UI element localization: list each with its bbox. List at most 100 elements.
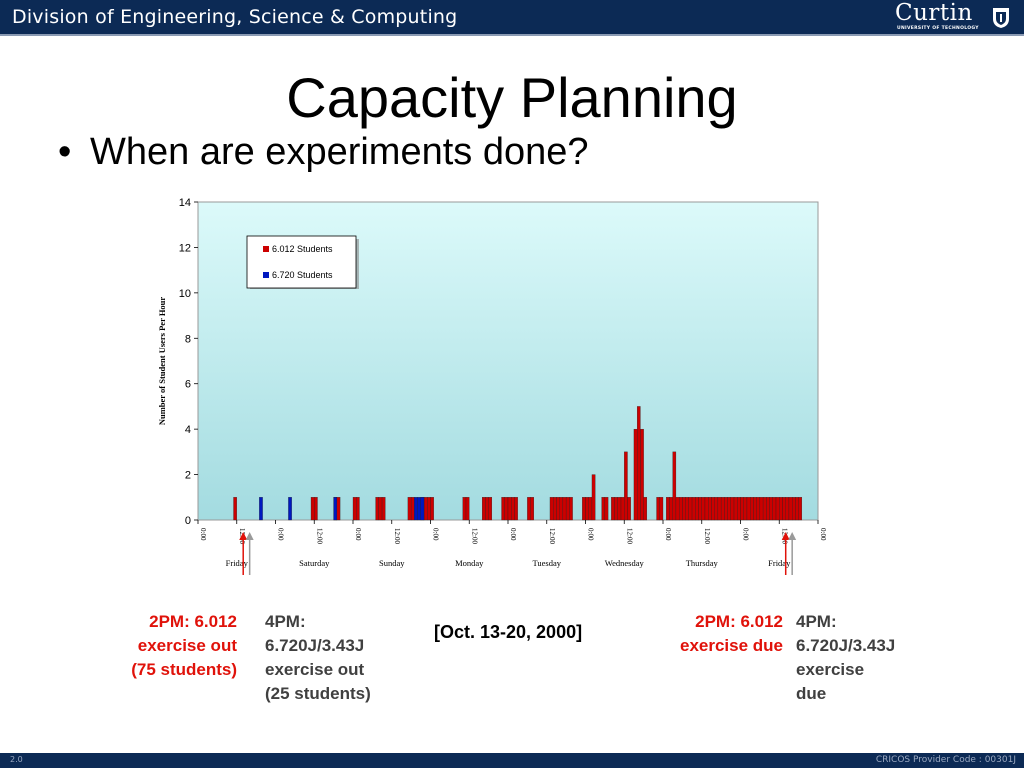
- bar: [672, 451, 677, 521]
- bar: [527, 497, 531, 521]
- annotation-line: due: [796, 684, 827, 703]
- bar: [724, 497, 728, 521]
- bar: [788, 497, 793, 521]
- bar: [659, 497, 664, 521]
- legend-6012: 6.012 Students: [272, 244, 333, 254]
- bar: [730, 497, 735, 521]
- bar: [792, 497, 796, 521]
- bar: [375, 497, 379, 521]
- bar: [775, 497, 780, 521]
- bar: [611, 497, 615, 521]
- bar: [410, 497, 415, 521]
- bar: [604, 497, 609, 521]
- bars-group: [233, 406, 803, 521]
- event-marker-arrow: [239, 532, 248, 540]
- y-tick-label: 12: [179, 242, 191, 254]
- bar: [695, 497, 699, 521]
- annotation-line: exercise out: [137, 636, 237, 655]
- bar: [656, 497, 660, 521]
- bar: [507, 497, 512, 521]
- x-tick-label: 0:00: [432, 528, 440, 541]
- bar: [714, 497, 719, 521]
- bar: [378, 497, 383, 521]
- bar: [704, 497, 709, 521]
- annotation-line: 6.720J/3.43J: [265, 636, 365, 655]
- bar: [430, 497, 434, 521]
- bar: [743, 497, 748, 521]
- cricos-code: CRICOS Provider Code : 00301J: [875, 755, 1016, 765]
- bar: [501, 497, 505, 521]
- bar: [504, 497, 509, 521]
- annotation-6720-out: 4PM: 6.720J/3.43J exercise out (25 stude…: [265, 610, 405, 706]
- bar: [485, 497, 489, 521]
- bar: [701, 497, 706, 521]
- event-marker-arrow: [245, 532, 254, 540]
- bar: [698, 497, 702, 521]
- annotation-line: exercise: [796, 660, 865, 679]
- bar: [717, 497, 722, 521]
- bar: [782, 497, 786, 521]
- date-range-label: [Oct. 13-20, 2000]: [434, 622, 583, 642]
- bar: [750, 497, 754, 521]
- bar: [675, 497, 680, 521]
- bar: [465, 497, 470, 521]
- bar: [624, 451, 628, 521]
- bar: [779, 497, 783, 521]
- bar: [559, 497, 564, 521]
- day-label: Sunday: [379, 558, 405, 568]
- bar: [643, 497, 648, 521]
- day-label: Tuesday: [533, 558, 562, 568]
- x-tick-label: 0:00: [664, 528, 672, 541]
- annotation-line: 2PM: 6.012: [695, 612, 783, 631]
- bar: [381, 497, 386, 521]
- bar: [688, 497, 693, 521]
- bar: [588, 497, 593, 521]
- bar: [414, 497, 418, 521]
- bar: [333, 497, 338, 521]
- division-title: Division of Engineering, Science & Compu…: [12, 6, 458, 28]
- bar: [733, 497, 738, 521]
- y-tick-label: 8: [185, 333, 191, 345]
- usage-chart: 0 2 4 6 8 10 12 14 0:00 12:00 0:00 12:00 0:00 12:00 0:…: [157, 197, 827, 575]
- x-tick-label: 12:00: [548, 528, 556, 544]
- day-label: Friday: [768, 558, 791, 568]
- bar: [582, 497, 586, 521]
- x-tick-label: 12:00: [470, 528, 478, 544]
- annotation-line: exercise due: [679, 636, 783, 655]
- bar: [556, 497, 560, 521]
- y-tick-label: 14: [179, 197, 191, 209]
- y-tick-label: 6: [185, 379, 191, 391]
- bar: [795, 497, 799, 521]
- bullet-text: When are experiments done?: [90, 131, 589, 173]
- logo-name: Curtin: [895, 0, 973, 26]
- y-tick-label: 10: [179, 288, 191, 300]
- x-tick-label: 0:00: [354, 528, 362, 541]
- x-tick-label: 0:00: [199, 528, 207, 541]
- bar: [423, 497, 428, 521]
- slide-title: Capacity Planning: [286, 66, 738, 129]
- x-tick-label: 0:00: [819, 528, 827, 541]
- x-tick-label: 0:00: [277, 528, 285, 541]
- bar: [691, 497, 696, 521]
- bar: [785, 497, 790, 521]
- bar: [259, 497, 263, 521]
- bar: [762, 497, 767, 521]
- bar: [601, 497, 606, 521]
- legend-6720: 6.720 Students: [272, 270, 333, 280]
- bar: [669, 497, 673, 521]
- bar: [640, 428, 644, 521]
- slide-number: 2.0: [10, 755, 23, 764]
- y-tick-label: 4: [185, 424, 191, 436]
- footer-bar: 2.0 CRICOS Provider Code : 00301J: [0, 753, 1024, 768]
- y-tick-label: 0: [185, 515, 191, 527]
- bar: [591, 474, 596, 521]
- annotation-line: 2PM: 6.012: [149, 612, 237, 631]
- bar: [482, 497, 486, 521]
- annotation-6012-due: 2PM: 6.012 exercise due: [650, 610, 783, 658]
- legend-swatch-6720: [263, 272, 269, 278]
- bar: [759, 497, 764, 521]
- bar: [756, 497, 761, 521]
- day-label: Friday: [226, 558, 249, 568]
- bar: [553, 497, 557, 521]
- bar: [798, 497, 803, 521]
